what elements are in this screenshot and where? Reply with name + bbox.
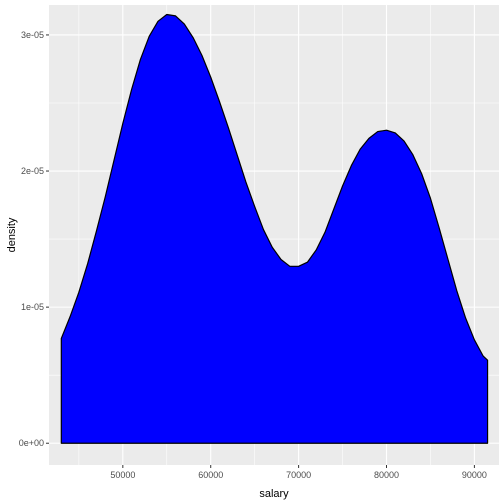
series-layer: [60, 13, 489, 444]
y-tick-label: 0e+00: [19, 438, 44, 448]
x-tick-label: 60000: [198, 470, 223, 480]
y-tick-label: 2e-05: [21, 166, 44, 176]
x-tick-label: 80000: [374, 470, 399, 480]
y-tick-label: 1e-05: [21, 302, 44, 312]
x-axis: 50000 60000 70000 80000 90000: [110, 465, 487, 480]
y-axis-title: density: [6, 217, 18, 252]
density-area: [60, 13, 489, 444]
y-tick-label: 3e-05: [21, 30, 44, 40]
x-tick-label: 70000: [286, 470, 311, 480]
y-axis: 0e+00 1e-05 2e-05 3e-05: [19, 30, 49, 448]
x-tick-label: 90000: [462, 470, 487, 480]
x-axis-title: salary: [259, 488, 289, 500]
x-tick-label: 50000: [110, 470, 135, 480]
